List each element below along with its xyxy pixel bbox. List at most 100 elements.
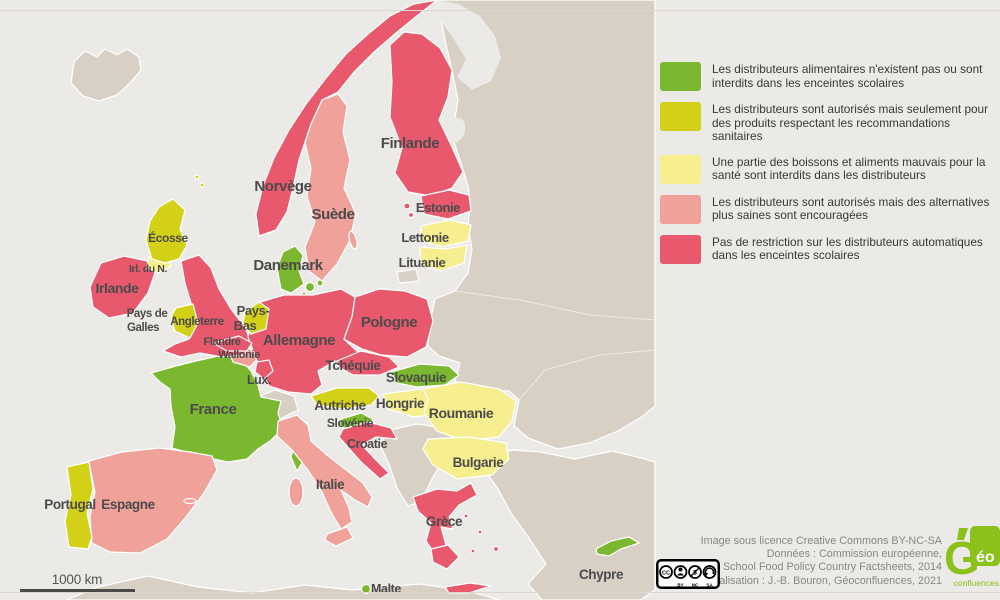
label-bas: Bas xyxy=(234,318,257,333)
country-tchequie xyxy=(336,350,400,376)
country-slovaquie xyxy=(390,363,460,388)
label-france: France xyxy=(190,401,237,418)
country-lituanie xyxy=(419,244,468,272)
scale-label: 1000 km xyxy=(52,572,102,587)
country-croatie xyxy=(338,421,398,480)
legend-swatch-red xyxy=(660,234,701,264)
label-croatie: Croatie xyxy=(347,437,388,451)
island-egee-1 xyxy=(463,513,469,519)
label-pays: Pays- xyxy=(237,303,270,318)
sa-arrow-icon xyxy=(704,567,715,577)
cc-icon: CC xyxy=(662,570,670,576)
logo-g-letter: G xyxy=(946,532,980,584)
label-galles: Galles xyxy=(127,322,159,334)
logo-square xyxy=(970,526,1000,566)
country-allemagne xyxy=(247,288,359,395)
nc-dollar-icon: $ xyxy=(690,567,700,577)
country-pologne xyxy=(343,288,434,358)
legend-item-4: Les distributeurs sont autorisés mais de… xyxy=(660,194,998,224)
country-danemark xyxy=(276,245,305,294)
legend-swatch-green xyxy=(660,62,701,91)
label-hongrie: Hongrie xyxy=(376,396,425,411)
cc-sa-label: SA xyxy=(706,583,713,588)
island-sardaigne xyxy=(288,477,304,507)
label-malte: Malte xyxy=(371,582,401,596)
by-person-icon xyxy=(677,567,684,576)
island-egee-2 xyxy=(477,529,483,535)
legend-item-3: Une partie des boissons et aliments mauv… xyxy=(660,154,998,184)
island-gotland xyxy=(348,230,358,250)
logo-confluences-text: confluences xyxy=(954,578,999,588)
legend-label-5: Pas de restriction sur les distributeurs… xyxy=(712,234,983,263)
white-sea xyxy=(437,0,501,90)
cc-badge-frame xyxy=(656,559,720,589)
logo-eo-letters: éo xyxy=(976,549,995,566)
region-peloponnese xyxy=(430,544,460,570)
legend-swatch-salmon xyxy=(660,194,701,224)
country-labels: Finlande Norvège Suède Estonie Lettonie … xyxy=(44,135,624,596)
legend-swatch-olive xyxy=(660,102,701,131)
label-pays-de: Pays de xyxy=(127,308,168,320)
island-danemark-1 xyxy=(304,281,316,293)
legend-label-3: Une partie des boissons et aliments mauv… xyxy=(712,154,986,183)
country-finlande xyxy=(389,31,464,197)
lake-ladoga xyxy=(444,117,466,143)
country-luxembourg xyxy=(254,359,274,380)
label-lux: Lux. xyxy=(247,373,271,387)
label-chypre: Chypre xyxy=(579,567,624,582)
attribution-line-realisation: Réalisation : J.-B. Bouron, Géoconfluenc… xyxy=(705,574,942,587)
country-malte-dot xyxy=(360,583,372,595)
label-angleterre: Angleterre xyxy=(170,316,224,328)
cc-nc-label: NC xyxy=(692,583,699,588)
label-lettonie: Lettonie xyxy=(401,230,449,245)
label-roumanie: Roumanie xyxy=(429,405,494,421)
country-suede xyxy=(304,93,357,282)
country-islande xyxy=(70,48,142,102)
region-kaliningrad xyxy=(396,268,420,284)
country-portugal xyxy=(64,461,94,550)
label-lituanie: Lituanie xyxy=(399,255,446,270)
label-grece: Grèce xyxy=(426,514,463,529)
country-chypre xyxy=(595,536,640,557)
frame-line-bottom xyxy=(0,592,1000,593)
country-espagne xyxy=(88,447,218,554)
region-russie-europe-est xyxy=(427,0,656,450)
label-wallonie: Wallonie xyxy=(218,349,260,361)
country-irlande xyxy=(89,255,156,319)
island-egee-3 xyxy=(470,548,476,554)
country-bulgarie xyxy=(422,436,510,480)
island-estonie-1 xyxy=(403,202,411,210)
island-sicile xyxy=(324,526,354,547)
legend-item-5: Pas de restriction sur les distributeurs… xyxy=(660,234,998,264)
region-afrique-nord xyxy=(65,575,501,600)
legend-label-4: Les distributeurs sont autorisés mais de… xyxy=(712,194,990,223)
label-tchequie: Tchéquie xyxy=(325,358,381,373)
label-finlande: Finlande xyxy=(381,135,440,152)
attribution-line-source-1: Données : Commission européenne, xyxy=(766,548,942,561)
label-pologne: Pologne xyxy=(361,314,417,331)
country-pays-bas xyxy=(242,301,270,335)
label-espagne: Espagne xyxy=(101,497,155,512)
country-france xyxy=(150,351,284,463)
legend-swatch-yellow xyxy=(660,154,701,184)
island-egee-4 xyxy=(492,545,500,553)
region-ecosse xyxy=(145,198,188,264)
country-turquie xyxy=(485,449,656,600)
country-estonie xyxy=(420,189,472,220)
label-suede: Suède xyxy=(311,206,354,223)
attribution: Image sous licence Creative Commons BY-N… xyxy=(701,535,942,588)
scale-bar-line xyxy=(20,589,135,593)
scale-bar: 1000 km xyxy=(20,572,135,593)
country-autriche xyxy=(310,387,380,410)
island-estonie-2 xyxy=(407,211,415,219)
label-irl-du-n: Irl. du N. xyxy=(129,263,167,275)
legend-item-1: Les distributeurs alimentaires n'existen… xyxy=(660,62,998,91)
label-flandre: Flandre xyxy=(204,336,241,348)
cc-by-label: BY xyxy=(677,583,683,588)
island-shetland-1 xyxy=(194,174,200,180)
landmasses xyxy=(64,0,656,600)
label-slovenie: Slovénie xyxy=(327,416,374,430)
logo-quote-mark xyxy=(957,528,968,540)
